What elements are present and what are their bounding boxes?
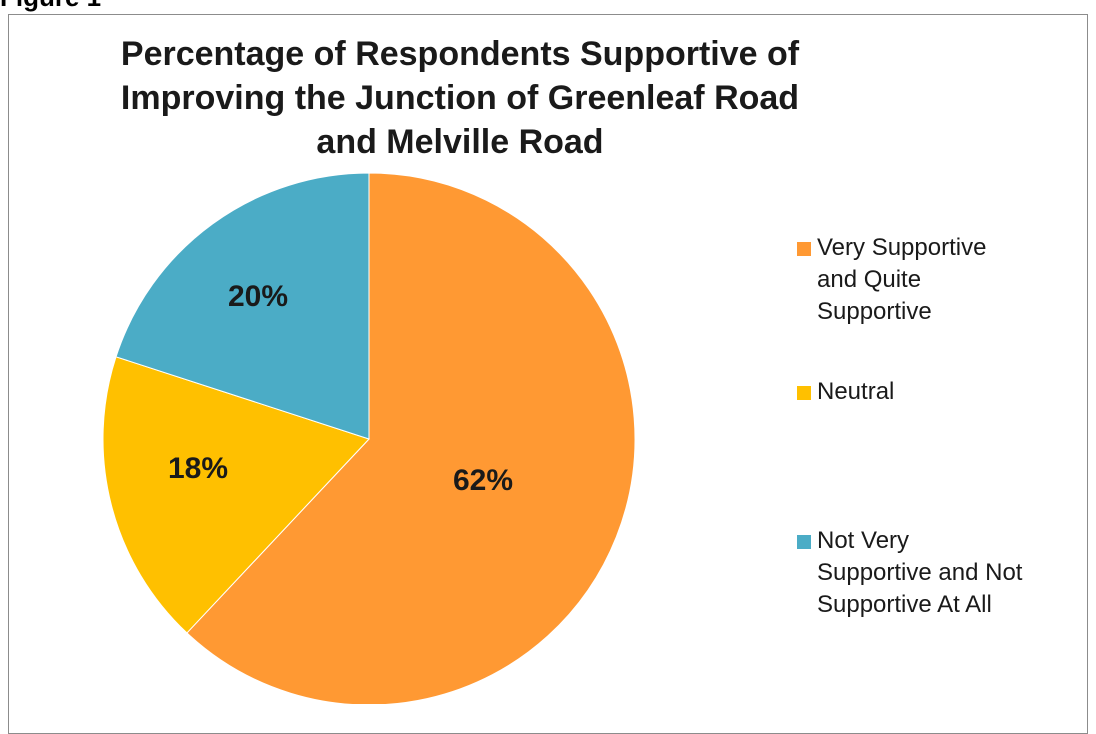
slice-label-not-supportive: 20% — [228, 280, 288, 313]
legend-item-not-supportive: Not Very Supportive and Not Supportive A… — [797, 525, 1022, 621]
slice-label-very-supportive: 62% — [453, 464, 513, 497]
chart-title-line-3: and Melville Road — [316, 123, 604, 161]
slice-label-neutral: 18% — [168, 452, 228, 485]
pie-slice-not-supportive — [115, 172, 370, 440]
chart-title: Percentage of Respondents Supportive of … — [120, 32, 800, 164]
legend-label-not-supportive: Not Very Supportive and Not Supportive A… — [817, 527, 1023, 618]
chart-title-line-2: Improving the Junction of Greenleaf Road — [120, 79, 800, 117]
pie-slice-very-supportive — [186, 172, 636, 704]
pie-chart: 62% 18% 20% — [102, 172, 636, 704]
figure-label: Figure 1 — [0, 0, 101, 12]
legend-label-neutral: Neutral — [817, 378, 895, 405]
legend-swatch-not-supportive — [797, 535, 811, 549]
legend-item-neutral: Neutral — [797, 376, 894, 408]
legend-swatch-very-supportive — [797, 242, 811, 256]
legend-item-very-supportive: Very Supportive and Quite Supportive — [797, 232, 986, 328]
pie-slice-neutral — [102, 356, 370, 634]
legend-label-very-supportive: Very Supportive and Quite Supportive — [817, 234, 987, 325]
chart-title-line-1: Percentage of Respondents Supportive of — [120, 35, 800, 73]
legend-swatch-neutral — [797, 386, 811, 400]
